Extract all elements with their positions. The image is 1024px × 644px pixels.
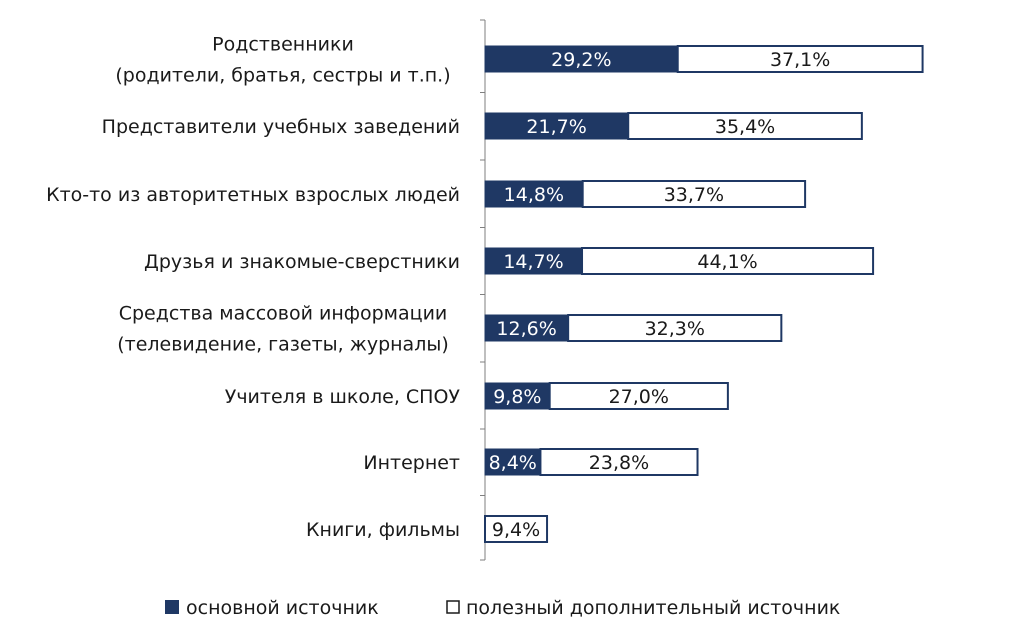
bar-additional-source: [484, 515, 549, 543]
bar-additional-source: [676, 45, 924, 73]
category-label: Интернет: [363, 452, 460, 474]
bar-additional-source: [567, 314, 783, 342]
category-label: Представители учебных заведений: [102, 116, 460, 138]
data-label-additional: 35,4%: [715, 116, 775, 138]
category-label: Учителя в школе, СПОУ: [225, 386, 461, 408]
category-label: Кто-то из авторитетных взрослых людей: [46, 184, 460, 206]
bar-primary-source: [484, 314, 569, 342]
data-label-additional: 37,1%: [770, 49, 830, 71]
category-label: (родители, братья, сестры и т.п.): [115, 65, 450, 87]
category-label: (телевидение, газеты, журналы): [117, 334, 449, 356]
bar-additional-source: [581, 180, 807, 208]
bar-additional-source: [627, 112, 863, 140]
data-label-additional: 44,1%: [697, 251, 757, 273]
data-label-primary: 14,7%: [503, 251, 563, 273]
data-label-additional: 27,0%: [609, 386, 669, 408]
legend-label-primary: основной источник: [186, 597, 379, 619]
bars-layer: 29,2% 37,1% 21,7% 35,4% 14,8% 33,7% 14,7% 44,1%…: [484, 45, 924, 543]
data-label-primary: 9,8%: [493, 386, 541, 408]
data-label-primary: 8,4%: [489, 452, 537, 474]
data-label-primary: 14,8%: [504, 184, 564, 206]
bar-primary-source: [484, 180, 584, 208]
category-label: Средства массовой информации: [119, 303, 448, 325]
legend-swatch-primary: [165, 600, 179, 614]
axis-layer: [480, 19, 486, 561]
bar-additional-source: [581, 247, 875, 275]
data-label-primary: 29,2%: [551, 49, 611, 71]
data-label-additional: 33,7%: [664, 184, 724, 206]
category-labels: Родственники (родители, братья, сестры и …: [46, 34, 460, 542]
bar-additional-source: [539, 448, 699, 476]
category-label: Родственники: [212, 34, 354, 56]
legend-label-additional: полезный дополнительный источник: [466, 597, 840, 619]
data-label-primary: 12,6%: [496, 318, 556, 340]
bar-primary-source: [484, 382, 551, 410]
bar-primary-source: [484, 247, 583, 275]
bar-primary-source: [484, 112, 629, 140]
bar-additional-source: [548, 382, 729, 410]
data-label-additional: 9,4%: [492, 519, 540, 541]
data-label-additional: 32,3%: [645, 318, 705, 340]
data-label-additional: 23,8%: [589, 452, 649, 474]
category-label: Друзья и знакомые-сверстники: [144, 251, 460, 273]
category-label: Книги, фильмы: [306, 519, 460, 541]
legend-swatch-additional: [446, 600, 460, 614]
data-label-primary: 21,7%: [526, 116, 586, 138]
bar-primary-source: [484, 448, 541, 476]
legend: основной источник полезный дополнительный…: [165, 597, 840, 619]
